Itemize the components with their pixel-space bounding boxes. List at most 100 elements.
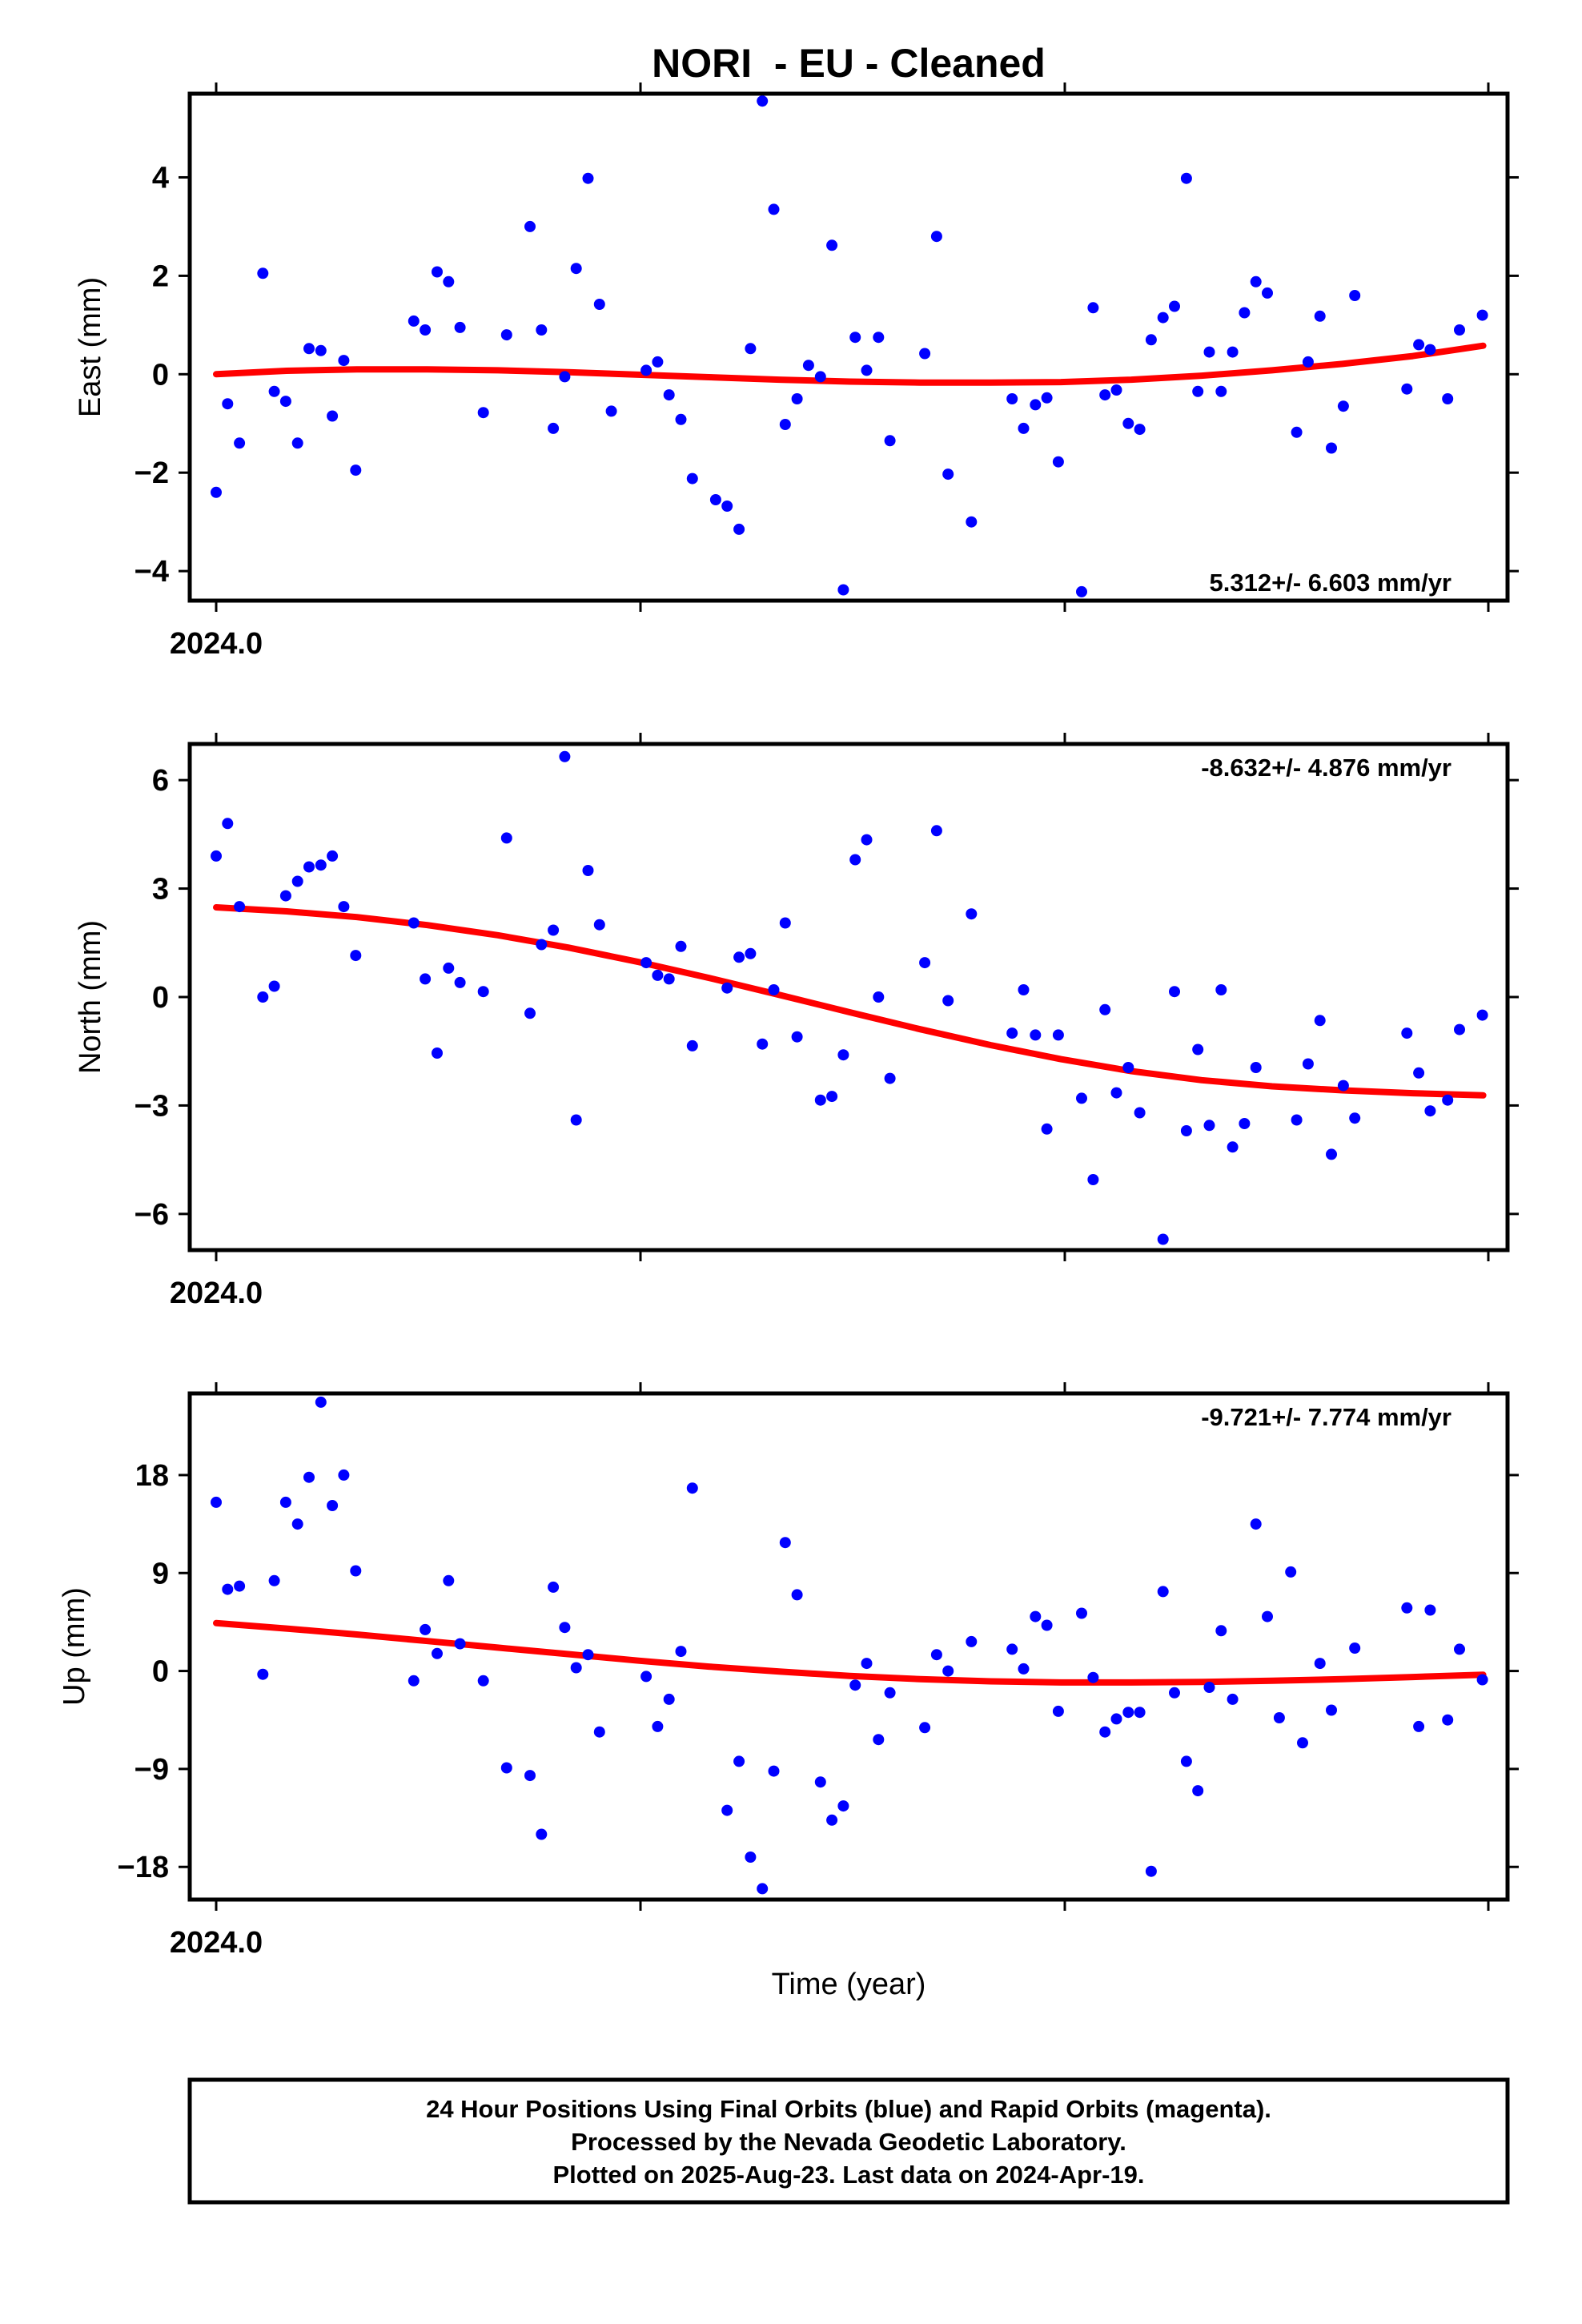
north-data-point	[211, 850, 222, 862]
up-data-point	[721, 1804, 733, 1816]
north-data-point	[524, 1007, 536, 1019]
north-data-point	[1476, 1009, 1488, 1021]
north-data-point	[559, 750, 571, 762]
up-data-point	[1203, 1682, 1215, 1693]
north-data-point	[408, 917, 420, 929]
north-data-point	[884, 1072, 896, 1084]
east-data-point	[315, 344, 327, 356]
up-data-point	[477, 1675, 489, 1687]
north-data-point	[1401, 1027, 1413, 1039]
up-data-point	[1018, 1663, 1030, 1675]
east-x-tick-label: 2024.0	[170, 627, 263, 661]
up-data-point	[861, 1658, 873, 1670]
up-data-point	[1087, 1671, 1099, 1683]
north-data-point	[652, 969, 664, 981]
north-data-point	[837, 1049, 849, 1061]
up-y-tick-label: −9	[135, 1753, 169, 1787]
up-data-point	[279, 1496, 291, 1508]
north-data-point	[849, 854, 861, 866]
east-data-point	[268, 385, 280, 397]
up-data-point	[652, 1720, 664, 1732]
east-data-point	[454, 321, 466, 333]
east-data-point	[1262, 287, 1273, 299]
up-data-point	[1157, 1586, 1169, 1598]
north-data-point	[570, 1114, 582, 1126]
north-y-tick-label: −6	[135, 1198, 169, 1232]
east-data-point	[432, 266, 443, 278]
east-data-point	[408, 315, 420, 327]
east-data-point	[1157, 312, 1169, 324]
north-data-point	[686, 1039, 698, 1051]
north-data-point	[1442, 1094, 1454, 1106]
north-data-point	[733, 951, 745, 963]
up-data-point	[686, 1482, 698, 1494]
east-data-point	[234, 437, 246, 449]
up-data-point	[745, 1852, 757, 1863]
east-data-point	[291, 437, 303, 449]
north-data-point	[1018, 984, 1030, 995]
north-data-point	[1099, 1003, 1111, 1015]
east-y-tick-label: 0	[152, 358, 169, 392]
north-data-point	[826, 1091, 838, 1103]
east-data-point	[1291, 426, 1303, 438]
east-data-point	[500, 329, 512, 341]
east-data-point	[536, 324, 548, 336]
north-y-tick-label: 0	[152, 981, 169, 1015]
up-data-point	[1401, 1602, 1413, 1614]
east-data-point	[1110, 384, 1122, 396]
up-data-point	[1285, 1566, 1297, 1578]
up-data-point	[454, 1638, 466, 1650]
east-data-point	[1227, 346, 1239, 358]
north-data-point	[338, 901, 350, 913]
east-data-point	[1030, 399, 1042, 411]
north-y-tick-label: 3	[152, 873, 169, 907]
up-data-point	[303, 1471, 315, 1483]
up-data-point	[1413, 1720, 1425, 1732]
up-panel: 2024.0 −18 −9 0 9 18 Up (mm) -9.721+/- 7.774 mm…	[58, 1382, 1519, 1960]
up-data-point	[536, 1828, 548, 1840]
north-data-point	[1203, 1120, 1215, 1132]
north-data-point	[234, 901, 246, 913]
up-data-point	[884, 1687, 896, 1699]
north-data-point	[1215, 984, 1227, 995]
east-data-point	[966, 516, 978, 528]
east-data-point	[1476, 309, 1488, 321]
footer-line-1: 24 Hour Positions Using Final Orbits (bl…	[426, 2095, 1271, 2123]
north-data-point	[814, 1094, 826, 1106]
up-data-point	[640, 1671, 652, 1683]
north-data-point	[500, 832, 512, 844]
east-data-point	[559, 371, 571, 383]
up-data-point	[500, 1762, 512, 1774]
east-data-point	[721, 501, 733, 512]
up-data-point	[420, 1623, 432, 1635]
up-data-point	[1192, 1785, 1204, 1797]
east-data-point	[420, 324, 432, 336]
up-y-tick-label: 9	[152, 1557, 169, 1590]
east-data-point	[1250, 275, 1262, 287]
east-data-point	[768, 203, 780, 215]
north-data-point	[1006, 1027, 1018, 1039]
east-data-point	[663, 389, 675, 401]
east-data-point	[757, 95, 769, 107]
footer-line-3: Plotted on 2025-Aug-23. Last data on 202…	[552, 2161, 1144, 2189]
up-data-point	[1030, 1610, 1042, 1622]
up-data-point	[966, 1635, 978, 1647]
east-data-point	[1442, 393, 1454, 404]
up-data-point	[1169, 1687, 1180, 1699]
figure-title: NORI - EU - Cleaned	[652, 41, 1046, 86]
up-data-point	[1349, 1642, 1361, 1654]
north-data-point	[1030, 1029, 1042, 1041]
east-y-tick-label: 4	[152, 161, 169, 195]
up-y-tick-label: 18	[135, 1459, 169, 1493]
north-data-point	[1413, 1067, 1425, 1079]
north-data-point	[757, 1038, 769, 1050]
east-data-point	[1099, 389, 1111, 401]
north-data-point	[1326, 1148, 1337, 1160]
up-data-point	[942, 1665, 954, 1677]
north-rate-label: -8.632+/- 4.876 mm/yr	[1201, 754, 1452, 782]
north-data-point	[350, 950, 362, 962]
up-data-point	[1227, 1693, 1239, 1705]
north-data-point	[548, 924, 560, 936]
up-data-point	[593, 1726, 605, 1738]
east-data-point	[1169, 300, 1180, 312]
